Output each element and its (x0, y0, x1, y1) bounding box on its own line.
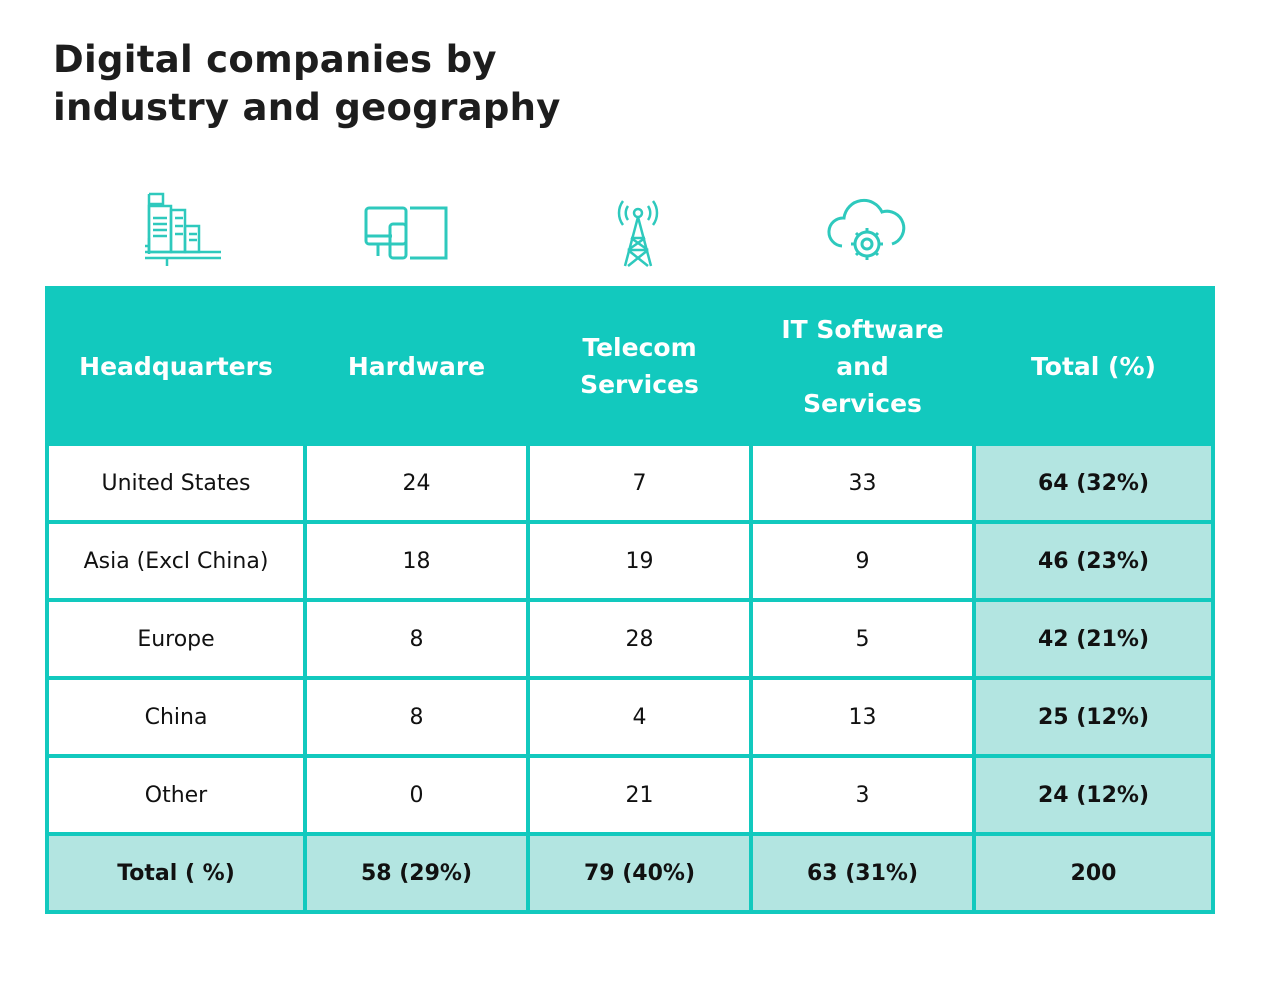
row-total-cell: 64 (32%) (972, 442, 1215, 524)
total-cell: 200 (972, 832, 1215, 914)
table-cell: 8 (303, 598, 530, 680)
page-title: Digital companies by industry and geogra… (53, 36, 561, 132)
column-header: Telecom Services (526, 286, 753, 446)
total-row: Total ( %) 58 (29%) 79 (40%) 63 (31%) 200 (45, 832, 1215, 914)
table-cell: 8 (303, 676, 530, 758)
row-total-cell: 24 (12%) (972, 754, 1215, 836)
table-row: United States 24 7 33 64 (32%) (45, 442, 1215, 524)
row-label: Europe (45, 598, 307, 680)
table-cell: 18 (303, 520, 530, 602)
column-header: IT Software and Services (749, 286, 976, 446)
table-cell: 13 (749, 676, 976, 758)
table-row: Europe 8 28 5 42 (21%) (45, 598, 1215, 680)
column-header-line: Telecom (582, 333, 697, 362)
table-cell: 9 (749, 520, 976, 602)
total-row-label: Total ( %) (45, 832, 307, 914)
table-cell: 28 (526, 598, 753, 680)
table-row: China 8 4 13 25 (12%) (45, 676, 1215, 758)
total-cell: 63 (31%) (749, 832, 976, 914)
title-line-2: industry and geography (53, 86, 561, 129)
table-cell: 7 (526, 442, 753, 524)
total-cell: 79 (40%) (526, 832, 753, 914)
city-buildings-icon (137, 188, 227, 270)
row-total-cell: 42 (21%) (972, 598, 1215, 680)
column-header: Hardware (303, 286, 530, 446)
header-row: Headquarters Hardware Telecom Services IT So… (45, 286, 1215, 446)
column-header-line: and (836, 351, 889, 381)
row-label: Asia (Excl China) (45, 520, 307, 602)
cloud-gear-icon (822, 188, 912, 270)
total-cell: 58 (29%) (303, 832, 530, 914)
column-header-line: Hardware (347, 351, 486, 381)
column-header-line: Total (%) (1031, 351, 1156, 381)
column-header: Headquarters (45, 286, 307, 446)
row-label: United States (45, 442, 307, 524)
row-total-cell: 46 (23%) (972, 520, 1215, 602)
table-cell: 24 (303, 442, 530, 524)
table-cell: 5 (749, 598, 976, 680)
devices-icon (362, 188, 452, 270)
table-cell: 33 (749, 442, 976, 524)
table-row: Asia (Excl China) 18 19 9 46 (23%) (45, 520, 1215, 602)
data-table: Headquarters Hardware Telecom Services IT So… (45, 286, 1215, 914)
row-label: Other (45, 754, 307, 836)
column-header-line: Services (803, 388, 922, 418)
row-total-cell: 25 (12%) (972, 676, 1215, 758)
table-cell: 3 (749, 754, 976, 836)
column-header: Total (%) (972, 286, 1215, 446)
table-cell: 0 (303, 754, 530, 836)
title-line-1: Digital companies by (53, 38, 497, 81)
radio-tower-icon (593, 188, 683, 270)
table-cell: 4 (526, 676, 753, 758)
column-header-line: Services (580, 370, 699, 399)
table-row: Other 0 21 3 24 (12%) (45, 754, 1215, 836)
column-header-line: Headquarters (79, 351, 273, 381)
table-cell: 19 (526, 520, 753, 602)
row-label: China (45, 676, 307, 758)
column-header-line: IT Software (781, 314, 944, 344)
table-cell: 21 (526, 754, 753, 836)
